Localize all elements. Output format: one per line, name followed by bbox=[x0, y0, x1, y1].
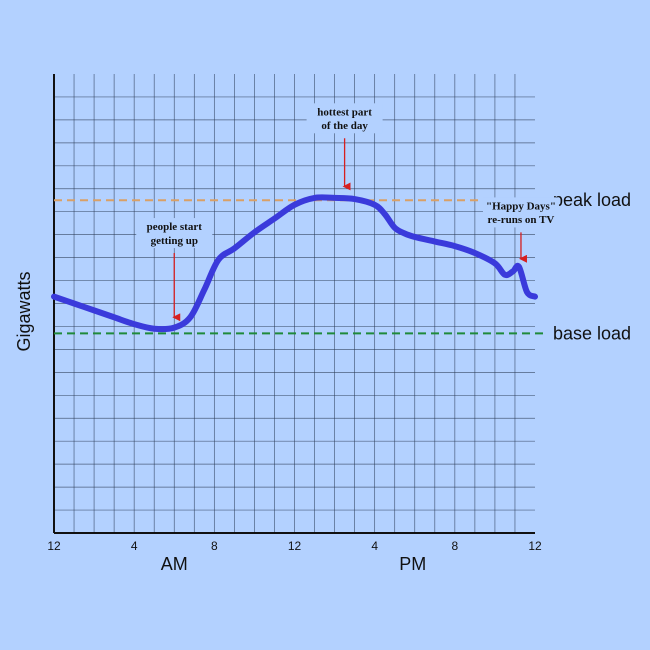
x-tick-label: 4 bbox=[131, 539, 138, 553]
x-tick-label: 12 bbox=[288, 539, 302, 553]
annotation-text: hottest part bbox=[317, 106, 372, 118]
y-axis-label: Gigawatts bbox=[14, 271, 34, 351]
annotation-2: hottest part of the day bbox=[306, 103, 383, 191]
x-tick-label: 12 bbox=[47, 539, 61, 553]
annotation-3: "Happy Days" re-runs on TV bbox=[482, 197, 559, 263]
x-tick-label: 4 bbox=[371, 539, 378, 553]
annotation-text: people start bbox=[147, 221, 203, 233]
peak-load-label: peak load bbox=[553, 190, 631, 210]
annotation-background bbox=[482, 197, 559, 228]
annotation-1: people start getting up bbox=[136, 218, 213, 322]
base-load-label: base load bbox=[553, 323, 631, 343]
x-tick-label: 12 bbox=[528, 539, 542, 553]
annotation-background bbox=[306, 103, 383, 134]
annotation-text: of the day bbox=[321, 120, 368, 132]
annotation-background bbox=[136, 218, 213, 249]
grid bbox=[54, 74, 535, 533]
period-label-pm: PM bbox=[399, 554, 426, 574]
demand-curve bbox=[51, 194, 538, 333]
period-label-am: AM bbox=[161, 554, 188, 574]
annotation-text: re-runs on TV bbox=[488, 214, 555, 226]
annotation-text: getting up bbox=[151, 235, 198, 247]
annotation-text: "Happy Days" bbox=[486, 200, 556, 212]
x-tick-label: 8 bbox=[211, 539, 218, 553]
x-tick-label: 8 bbox=[451, 539, 458, 553]
